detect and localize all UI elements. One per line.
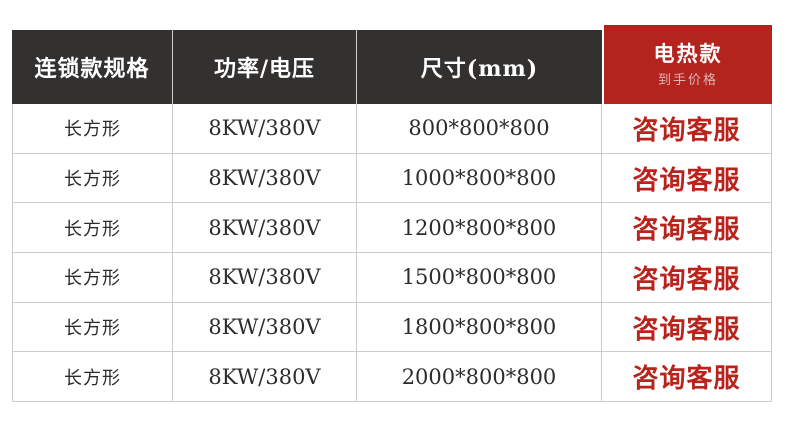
spec-table: 连锁款规格 功率/电压 尺寸(mm) 电热款 到手价格 长方形 8KW/380V… xyxy=(12,25,772,403)
row-cell-shape: 长方形 xyxy=(13,352,173,402)
row-cell-shape: 长方形 xyxy=(13,153,173,203)
row-cell-power: 8KW/380V xyxy=(173,104,357,153)
row-cell-shape: 长方形 xyxy=(13,104,173,153)
row-cell-shape: 长方形 xyxy=(13,302,173,352)
price-column-title: 电热款 xyxy=(653,41,723,66)
table-row: 长方形 8KW/380V 1800*800*800 咨询客服 xyxy=(13,302,772,353)
table-row: 长方形 8KW/380V 1200*800*800 咨询客服 xyxy=(13,203,772,254)
table-body: 长方形 8KW/380V 800*800*800 咨询客服 长方形 8KW/38… xyxy=(12,104,772,403)
row-cell-price: 咨询客服 xyxy=(602,352,772,402)
row-cell-power: 8KW/380V xyxy=(173,153,357,203)
row-cell-shape: 长方形 xyxy=(13,253,173,302)
price-column-subtitle: 到手价格 xyxy=(657,73,718,88)
row-cell-power: 8KW/380V xyxy=(173,302,357,352)
row-cell-price: 咨询客服 xyxy=(602,253,772,302)
row-cell-size: 1500*800*800 xyxy=(357,253,602,302)
table-row: 长方形 8KW/380V 1500*800*800 咨询客服 xyxy=(13,253,772,303)
row-cell-price: 咨询客服 xyxy=(602,203,772,253)
row-cell-price: 咨询客服 xyxy=(602,104,772,153)
row-cell-shape: 长方形 xyxy=(13,203,173,253)
header-cell-power: 功率/电压 xyxy=(173,30,357,104)
row-cell-size: 1000*800*800 xyxy=(357,153,602,203)
row-cell-power: 8KW/380V xyxy=(173,253,357,302)
table-row: 长方形 8KW/380V 1000*800*800 咨询客服 xyxy=(13,153,772,204)
table-row: 长方形 8KW/380V 800*800*800 咨询客服 xyxy=(13,104,772,154)
row-cell-power: 8KW/380V xyxy=(173,352,357,402)
row-cell-price: 咨询客服 xyxy=(602,153,772,203)
header-cell-size: 尺寸(mm) xyxy=(357,30,602,104)
header-cell-specs: 连锁款规格 xyxy=(12,30,173,104)
row-cell-size: 1800*800*800 xyxy=(357,302,602,352)
row-cell-price: 咨询客服 xyxy=(602,302,772,352)
row-cell-size: 1200*800*800 xyxy=(357,203,602,253)
row-cell-size: 2000*800*800 xyxy=(357,352,602,402)
table-row: 长方形 8KW/380V 2000*800*800 咨询客服 xyxy=(13,352,772,403)
header-cell-price: 电热款 到手价格 xyxy=(604,25,772,104)
row-cell-power: 8KW/380V xyxy=(173,203,357,253)
row-cell-size: 800*800*800 xyxy=(357,104,602,153)
table-header-row: 连锁款规格 功率/电压 尺寸(mm) 电热款 到手价格 xyxy=(12,25,772,104)
